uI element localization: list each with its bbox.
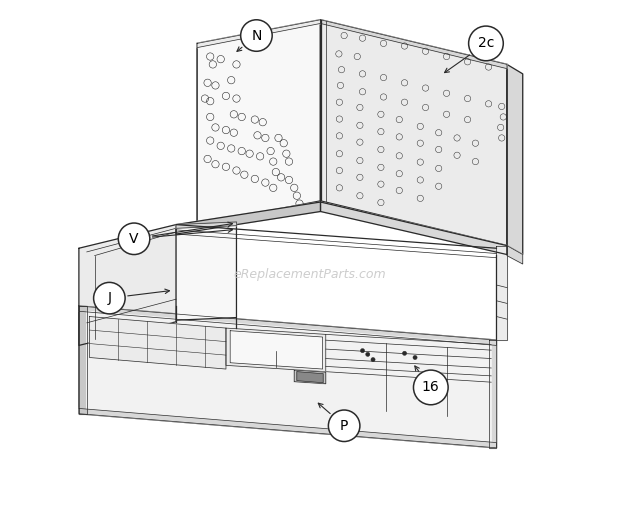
Polygon shape [87,312,491,441]
Polygon shape [176,222,236,320]
Text: J: J [107,291,112,305]
Polygon shape [79,306,87,414]
Circle shape [413,355,417,360]
Circle shape [414,370,448,405]
Text: 2c: 2c [478,36,494,50]
Circle shape [371,357,375,362]
Polygon shape [489,340,497,448]
Polygon shape [230,331,322,369]
Polygon shape [507,64,523,254]
Text: V: V [130,232,139,246]
Polygon shape [197,20,321,224]
Polygon shape [197,20,321,48]
Polygon shape [321,20,507,69]
Circle shape [469,26,503,61]
Circle shape [94,282,125,314]
Polygon shape [297,372,323,383]
Polygon shape [226,328,326,372]
Circle shape [360,348,365,353]
Polygon shape [79,224,176,345]
Polygon shape [176,222,236,228]
Polygon shape [321,20,507,246]
Polygon shape [321,202,507,254]
Circle shape [329,410,360,441]
Text: P: P [340,419,348,433]
Polygon shape [176,202,321,234]
Polygon shape [79,306,497,345]
Polygon shape [79,306,497,448]
Circle shape [366,352,370,356]
Polygon shape [497,246,507,340]
Polygon shape [89,316,226,369]
Polygon shape [294,370,326,384]
Polygon shape [507,246,523,264]
Circle shape [118,223,150,254]
Text: 16: 16 [422,381,440,394]
Circle shape [241,20,272,51]
Text: N: N [251,29,262,43]
Circle shape [402,351,407,355]
Text: eReplacementParts.com: eReplacementParts.com [234,268,386,281]
Polygon shape [79,409,497,448]
